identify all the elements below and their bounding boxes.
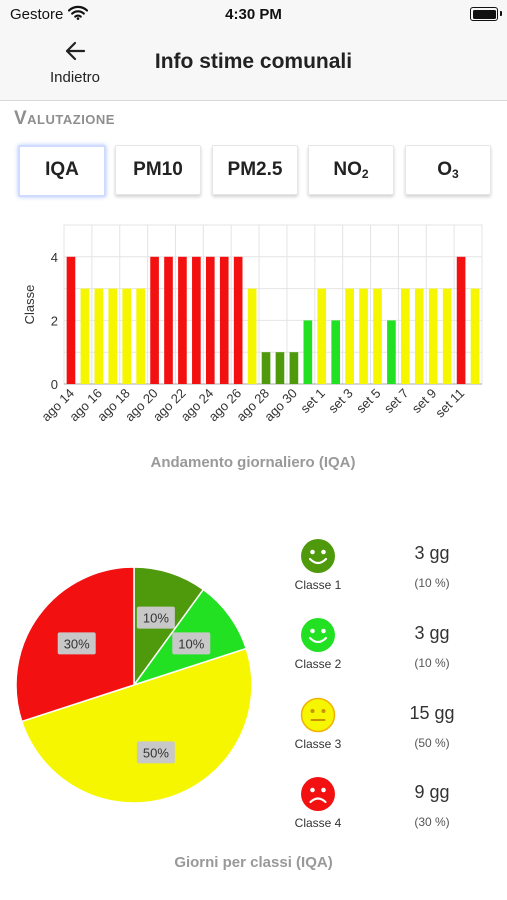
bar	[470, 288, 480, 384]
legend-class-label: Classe 4	[294, 816, 342, 830]
slice-label-box	[57, 632, 96, 655]
x-tick-label: set 3	[325, 386, 356, 417]
wifi-icon	[67, 5, 89, 25]
bar	[373, 288, 382, 384]
sad-face-icon	[301, 777, 335, 811]
arrow-left-icon	[64, 40, 86, 67]
slice-label-box	[136, 741, 175, 764]
y-tick-label: 4	[51, 250, 58, 265]
bar	[122, 288, 132, 384]
pie-chart-title: Giorni per classi (IQA)	[174, 854, 333, 871]
y-tick-label: 2	[51, 313, 58, 328]
bar	[178, 256, 187, 384]
bar	[261, 352, 271, 384]
legend-item-classe-3: Classe 3	[278, 697, 358, 751]
bar	[219, 256, 229, 384]
legend-percent: (10 %)	[414, 576, 450, 590]
class-days-pie-chart: 10% 10% 50% 30%	[15, 566, 253, 804]
status-time: 4:30 PM	[225, 6, 282, 23]
legend-percent: (10 %)	[414, 656, 450, 670]
smile-face-icon	[301, 618, 335, 652]
bar	[233, 256, 243, 384]
legend-class-label: Classe 3	[294, 737, 342, 751]
neutral-face-icon	[300, 697, 336, 733]
legend-days: 3 gg	[414, 623, 450, 643]
back-label: Indietro	[49, 69, 101, 86]
y-axis-label: Classe	[22, 285, 37, 325]
x-tick-label: set 5	[353, 386, 384, 417]
bar-chart-title: Andamento giornaliero (IQA)	[150, 454, 355, 471]
bar	[136, 288, 145, 384]
slice-label: 30%	[64, 636, 90, 651]
bar	[192, 256, 201, 384]
bar	[331, 320, 341, 384]
section-title: Valutazione	[14, 108, 115, 129]
slice-label-box	[136, 606, 175, 629]
bar	[387, 320, 396, 384]
slice-label: 50%	[143, 745, 169, 760]
legend-percent: (50 %)	[414, 736, 450, 750]
bar	[164, 256, 173, 384]
legend-class-label: Classe 2	[294, 657, 342, 671]
bar	[94, 288, 104, 384]
legend-days: 9 gg	[414, 782, 450, 802]
bar	[442, 288, 452, 384]
tab-label: PM10	[133, 159, 183, 180]
slice-label: 10%	[178, 636, 204, 651]
tab-pm25[interactable]: PM2.5	[212, 145, 298, 195]
bar	[401, 288, 410, 384]
bar	[289, 352, 299, 384]
bar	[275, 352, 285, 384]
bar	[108, 288, 118, 384]
bar	[303, 320, 313, 384]
bar	[247, 288, 257, 384]
battery-icon	[470, 7, 502, 21]
legend-item-classe-1: Classe 1	[278, 538, 358, 592]
x-tick-label: set 1	[297, 386, 328, 417]
tab-label: O	[437, 159, 453, 180]
legend-days: 3 gg	[414, 543, 450, 563]
bar	[359, 288, 368, 384]
legend-percent: (30 %)	[414, 815, 450, 829]
x-tick-label: set 11	[432, 386, 467, 421]
status-bar: Gestore 4:30 PM	[0, 0, 507, 28]
tab-label: PM2.5	[227, 159, 283, 180]
tab-subscript: 2	[361, 167, 369, 181]
pie-slice	[20, 647, 253, 804]
bar	[205, 256, 215, 384]
bar	[428, 288, 438, 384]
bar	[345, 288, 354, 384]
bar	[317, 288, 327, 384]
navigation-bar: Indietro Info stime comunali	[0, 28, 507, 101]
tab-subscript: 3	[452, 167, 459, 181]
tab-label: IQA	[45, 159, 79, 180]
bar	[414, 288, 424, 384]
back-button[interactable]: Indietro	[40, 36, 110, 92]
tab-iqa[interactable]: IQA	[18, 145, 106, 197]
y-tick-label: 0	[51, 377, 58, 392]
tab-no2[interactable]: NO2	[308, 145, 394, 195]
page-title: Info stime comunali	[154, 50, 353, 73]
smile-face-icon	[301, 539, 335, 573]
x-tick-label: set 7	[381, 386, 412, 417]
legend-item-classe-2: Classe 2	[278, 617, 358, 671]
bar	[456, 256, 466, 384]
legend-class-label: Classe 1	[294, 578, 342, 592]
tab-o3[interactable]: O3	[405, 145, 491, 195]
tab-pm10[interactable]: PM10	[115, 145, 201, 195]
legend-days: 15 gg	[409, 703, 455, 723]
legend-item-classe-4: Classe 4	[278, 776, 358, 830]
slice-label-box	[172, 632, 211, 655]
bar	[150, 256, 159, 384]
bar	[80, 288, 90, 384]
carrier-name: Gestore	[10, 6, 64, 23]
tab-label: NO	[333, 159, 362, 180]
bar	[66, 256, 76, 384]
slice-label: 10%	[143, 611, 169, 626]
